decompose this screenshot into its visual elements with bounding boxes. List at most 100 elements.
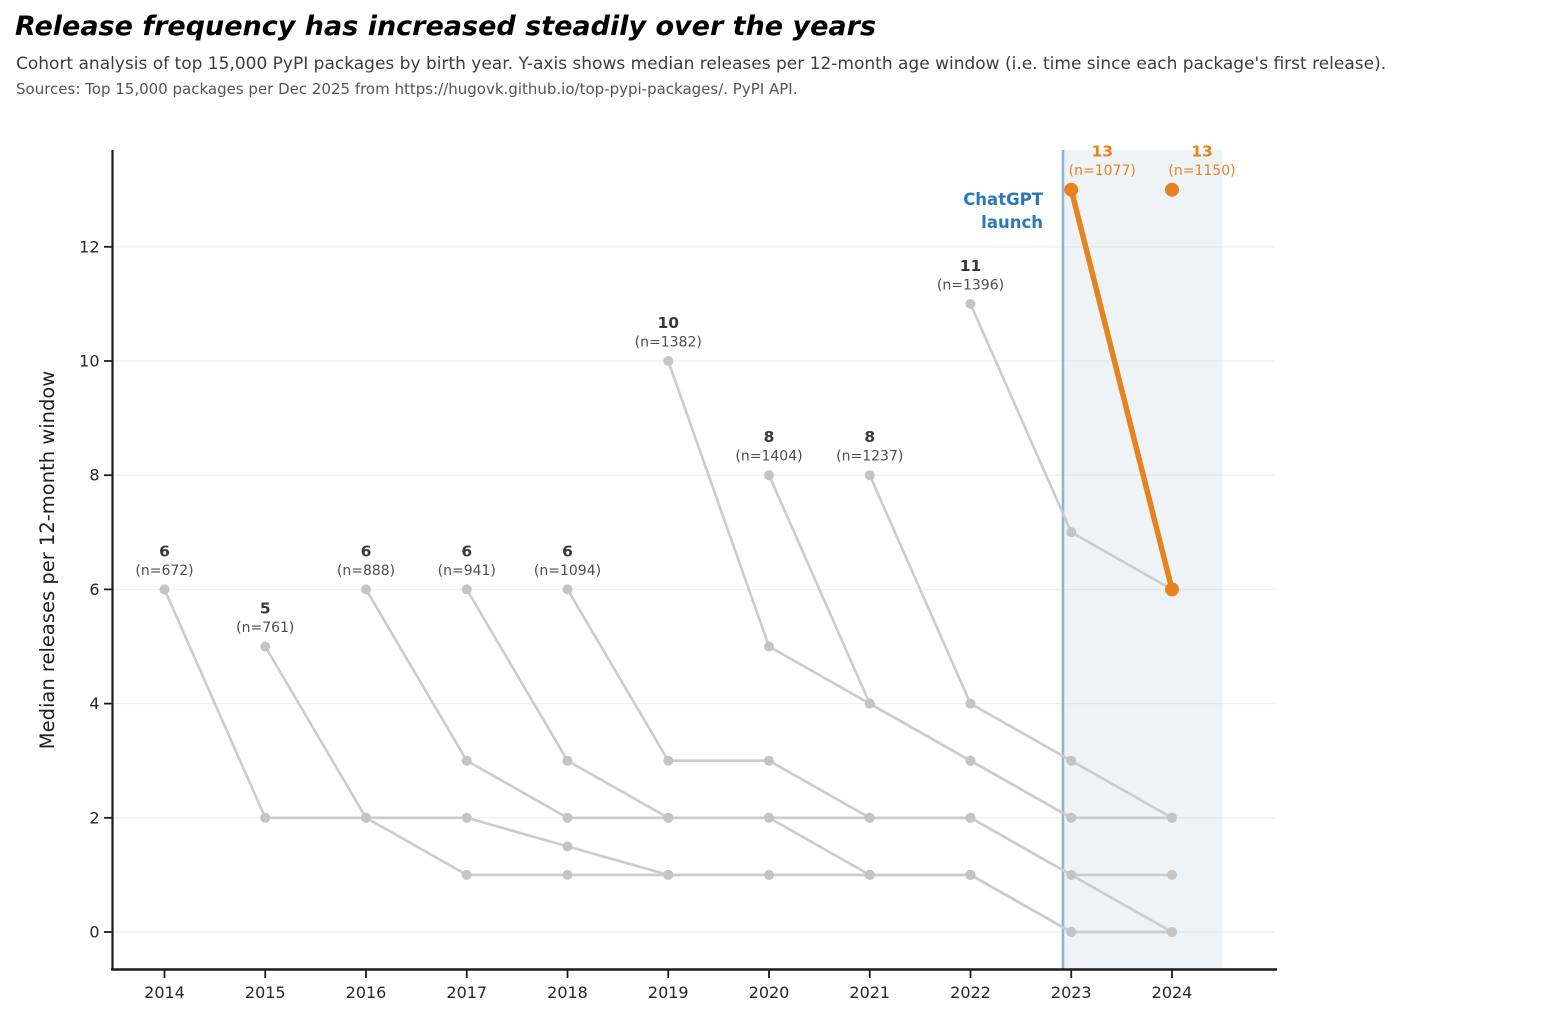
data-point (260, 641, 271, 652)
peak-label-2019: 10 (n=1382) (635, 314, 702, 351)
data-point (562, 755, 573, 766)
data-point (965, 698, 976, 709)
peak-value-label: 6 (159, 542, 170, 560)
cohort-2018 (562, 584, 1177, 937)
peak-label-2021: 8 (n=1237) (836, 428, 903, 465)
data-point (864, 869, 875, 880)
peak-label-2017: 6 (n=941) (438, 542, 496, 579)
data-point (1066, 869, 1077, 880)
cohort-2024 (1165, 182, 1179, 197)
page-title: Release frequency has increased steadily… (15, 11, 877, 42)
x-tick-label: 2021 (849, 983, 890, 1002)
peak-value-label: 13 (1191, 143, 1213, 161)
data-point (1167, 812, 1177, 823)
data-point (562, 584, 573, 595)
peak-value-label: 13 (1091, 143, 1113, 161)
peak-label-2016: 6 (n=888) (337, 542, 395, 579)
x-tick-label: 2016 (346, 983, 387, 1002)
data-point (764, 869, 774, 880)
data-point (764, 812, 774, 823)
annotation-line: launch (981, 213, 1043, 232)
peak-n-label: (n=1396) (937, 277, 1004, 293)
peak-label-2020: 8 (n=1404) (735, 428, 802, 465)
peak-value-label: 6 (562, 542, 573, 560)
peak-n-label: (n=941) (438, 563, 496, 579)
peak-value-label: 10 (657, 314, 679, 332)
data-point (764, 755, 774, 766)
data-point (260, 812, 271, 823)
x-tick-label: 2018 (547, 983, 588, 1002)
data-point (1066, 755, 1077, 766)
x-tick-label: 2019 (648, 983, 689, 1002)
x-tick-label: 2015 (245, 983, 286, 1002)
data-point (663, 869, 674, 880)
y-tick-label: 0 (89, 923, 99, 942)
peak-value-label: 6 (461, 542, 472, 560)
peak-n-label: (n=888) (337, 563, 395, 579)
x-tick-label: 2020 (749, 983, 790, 1002)
data-point (461, 755, 472, 766)
data-point (1165, 182, 1179, 197)
data-point (159, 584, 170, 595)
cohort-2015 (260, 641, 1177, 937)
peak-value-label: 5 (260, 600, 271, 618)
cohort-line-2023 (1068, 186, 1175, 593)
x-tick-label: 2022 (950, 983, 991, 1002)
chart-subtitle: Cohort analysis of top 15,000 PyPI packa… (16, 54, 1387, 74)
y-tick-label: 4 (89, 694, 99, 713)
peak-n-label: (n=1150) (1168, 163, 1235, 179)
cohort-line-2021 (868, 473, 1174, 820)
data-point (663, 812, 674, 823)
data-point (461, 584, 472, 595)
y-tick-label: 8 (89, 466, 99, 485)
data-point (562, 869, 573, 880)
data-point (864, 698, 875, 709)
data-point (1165, 582, 1179, 597)
peak-label-2018: 6 (n=1094) (534, 542, 601, 579)
peak-n-label: (n=1404) (735, 449, 802, 465)
y-tick-label: 6 (89, 580, 99, 599)
data-point (764, 470, 774, 481)
data-point (461, 812, 472, 823)
cohort-2021 (864, 470, 1177, 823)
y-axis-label: Median releases per 12-month window (36, 371, 59, 750)
x-tick-label: 2024 (1152, 983, 1193, 1002)
cohort-line-2017 (465, 588, 1174, 934)
peak-value-label: 11 (960, 257, 982, 275)
data-point (1066, 812, 1077, 823)
data-point (864, 812, 875, 823)
axes: 2014 2015 2016 2017 2018 2019 2020 2021 2022 2023… (79, 150, 1277, 1002)
data-point (965, 869, 976, 880)
data-point (864, 470, 875, 481)
x-tick-label: 2023 (1051, 983, 1092, 1002)
y-tick-label: 12 (79, 237, 99, 256)
data-point (562, 841, 573, 852)
data-point (1066, 527, 1077, 538)
data-point (1167, 927, 1177, 937)
peak-label-2023: 13 (n=1077) (1069, 143, 1136, 180)
data-point (1064, 182, 1079, 197)
peak-n-label: (n=761) (236, 620, 294, 636)
cohort-2017 (461, 584, 1177, 937)
x-tick-label: 2014 (144, 983, 185, 1002)
data-point (361, 812, 371, 823)
cohort-2016 (361, 584, 1177, 880)
peak-label-2015: 5 (n=761) (236, 600, 294, 637)
data-point (461, 869, 472, 880)
y-tick-label: 2 (89, 808, 99, 827)
gridlines (112, 246, 1275, 933)
data-point (562, 812, 573, 823)
cohort-line-2015 (263, 645, 1174, 934)
peak-n-label: (n=1382) (635, 335, 702, 351)
x-tick-label: 2017 (446, 983, 487, 1002)
data-point (965, 812, 976, 823)
data-point (663, 755, 674, 766)
peak-n-label: (n=1094) (534, 563, 601, 579)
peak-value-label: 8 (864, 428, 875, 446)
post-chatgpt-shaded-region (1062, 150, 1223, 970)
peak-value-label: 8 (764, 428, 775, 446)
y-tick-label: 10 (79, 352, 99, 371)
data-point (965, 755, 976, 766)
